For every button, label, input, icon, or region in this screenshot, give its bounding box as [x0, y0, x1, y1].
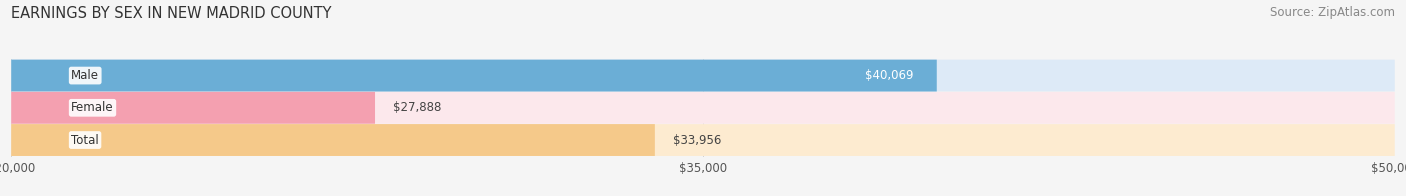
Text: $27,888: $27,888 [394, 101, 441, 114]
Text: Total: Total [72, 133, 98, 147]
FancyBboxPatch shape [11, 92, 375, 124]
FancyBboxPatch shape [11, 124, 655, 156]
FancyBboxPatch shape [11, 60, 1395, 92]
Text: EARNINGS BY SEX IN NEW MADRID COUNTY: EARNINGS BY SEX IN NEW MADRID COUNTY [11, 6, 332, 21]
FancyBboxPatch shape [11, 92, 1395, 124]
Text: Male: Male [72, 69, 100, 82]
FancyBboxPatch shape [11, 124, 1395, 156]
Text: $40,069: $40,069 [865, 69, 914, 82]
Text: Female: Female [72, 101, 114, 114]
FancyBboxPatch shape [11, 60, 936, 92]
Text: $33,956: $33,956 [673, 133, 721, 147]
Text: Source: ZipAtlas.com: Source: ZipAtlas.com [1270, 6, 1395, 19]
